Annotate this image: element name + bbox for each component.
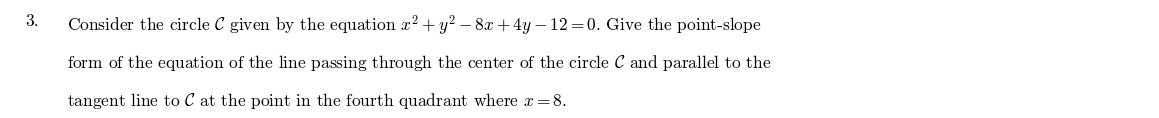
Text: form of the equation of the line passing through the center of the circle $\math: form of the equation of the line passing… bbox=[67, 53, 772, 72]
Text: Consider the circle $\mathcal{C}$ given by the equation $x^2 + y^2 - 8x + 4y - 1: Consider the circle $\mathcal{C}$ given … bbox=[67, 14, 761, 38]
Text: tangent line to $\mathcal{C}$ at the point in the fourth quadrant where $x = 8$.: tangent line to $\mathcal{C}$ at the poi… bbox=[67, 91, 567, 111]
Text: 3.: 3. bbox=[25, 14, 39, 30]
